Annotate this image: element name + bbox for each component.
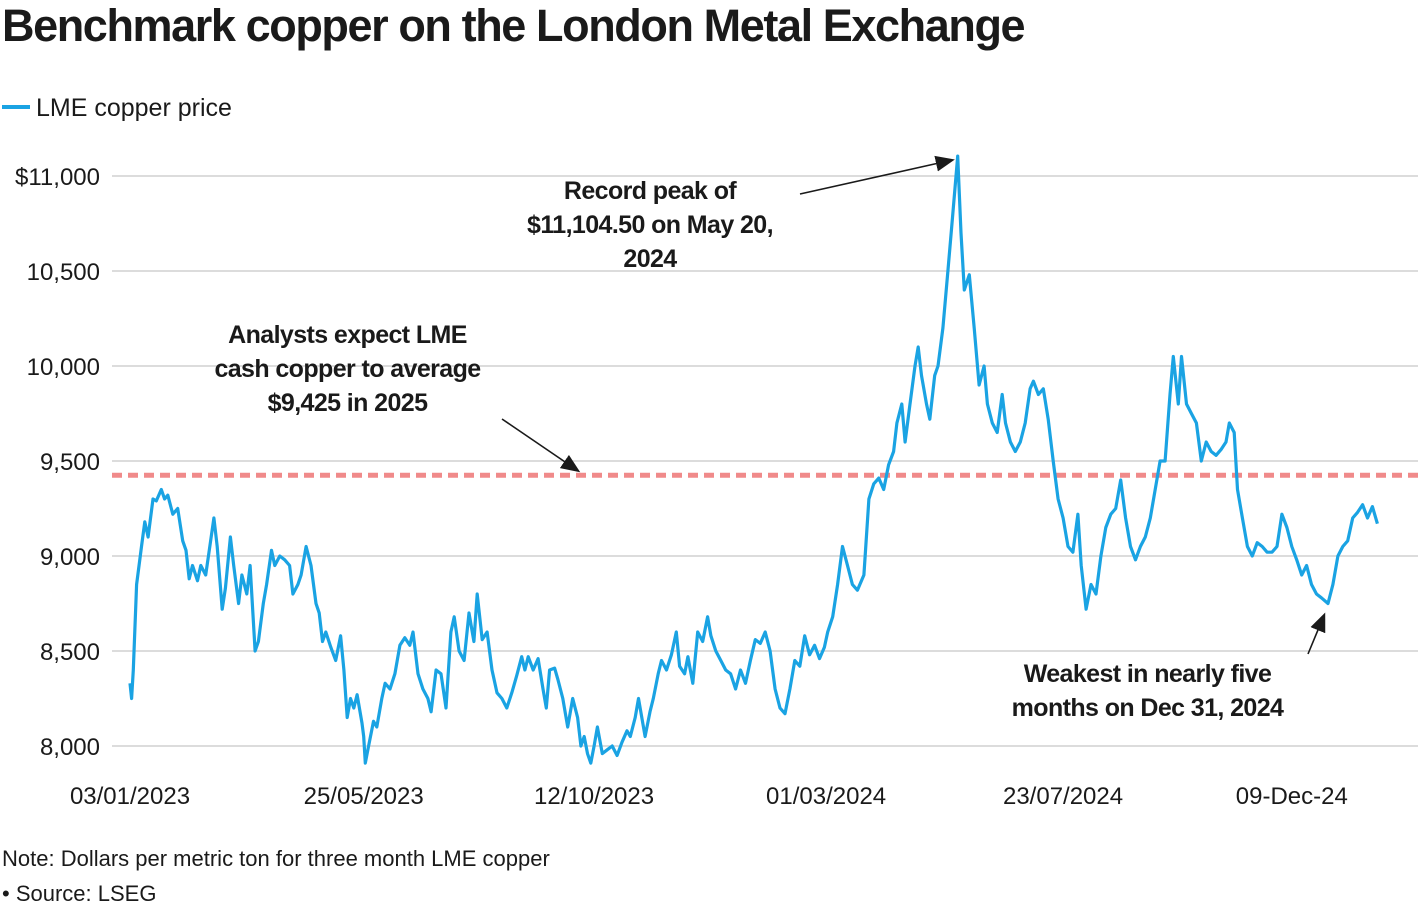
x-tick-label: 03/01/2023 <box>70 783 190 810</box>
annotation-arrows <box>501 155 1326 655</box>
legend-swatch <box>2 105 30 110</box>
chart-note: Note: Dollars per metric ton for three m… <box>2 846 550 871</box>
y-tick-label: 8,000 <box>40 734 100 761</box>
y-tick-label: 8,500 <box>40 639 100 666</box>
annotation-line: months on Dec 31, 2024 <box>1011 694 1284 722</box>
y-tick-label: $11,000 <box>15 164 100 191</box>
x-tick-label: 23/07/2024 <box>1003 783 1123 810</box>
y-tick-label: 10,500 <box>27 259 100 286</box>
x-tick-label: 09-Dec-24 <box>1236 783 1348 810</box>
annotation-weakest: Weakest in nearly five months on Dec 31,… <box>985 657 1310 725</box>
y-tick-label: 10,000 <box>27 354 100 381</box>
legend-label: LME copper price <box>36 94 232 122</box>
y-tick-label: 9,000 <box>40 544 100 571</box>
chart-source: • Source: LSEG <box>2 881 157 906</box>
y-tick-label: 9,500 <box>40 449 100 476</box>
annotation-line: cash copper to average <box>214 355 481 383</box>
legend: LME copper price <box>2 94 232 123</box>
annotation-arrow-peak <box>799 155 955 195</box>
annotation-arrow-weakest <box>1307 612 1326 655</box>
x-tick-label: 01/03/2024 <box>766 783 886 810</box>
annotation-line: Weakest in nearly five <box>1023 660 1272 688</box>
chart-title: Benchmark copper on the London Metal Exc… <box>2 0 1026 51</box>
y-axis-ticks: $11,000 10,500 10,000 9,500 9,000 8,500 8,000 <box>15 164 100 761</box>
annotation-line: 2024 <box>623 245 677 273</box>
annotation-arrow-forecast <box>501 418 581 473</box>
annotation-line: $9,425 in 2025 <box>267 389 428 417</box>
x-axis-ticks: 03/01/2023 25/05/2023 12/10/2023 01/03/2024… <box>70 783 1348 810</box>
annotation-analyst-forecast: Analysts expect LME cash copper to avera… <box>180 318 515 420</box>
annotation-line: $11,104.50 on May 20, <box>527 211 774 239</box>
x-tick-label: 25/05/2023 <box>304 783 424 810</box>
annotation-record-peak: Record peak of $11,104.50 on May 20, 202… <box>475 174 825 276</box>
series-line-lme-copper <box>128 154 1379 765</box>
annotation-line: Record peak of <box>563 177 737 205</box>
x-tick-label: 12/10/2023 <box>534 783 654 810</box>
annotation-line: Analysts expect LME <box>228 321 467 349</box>
